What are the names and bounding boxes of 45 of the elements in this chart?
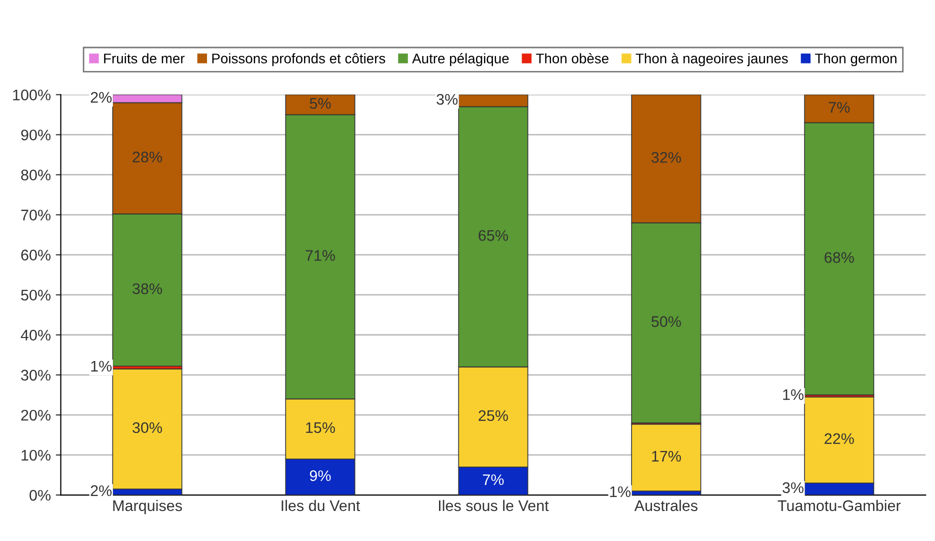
y-tick-label: 10%: [22, 450, 51, 461]
legend-label: Poissons profonds et côtiers: [212, 53, 386, 66]
data-label: 7%: [482, 474, 504, 486]
legend-label: Autre pélagique: [412, 53, 509, 66]
data-label: 28%: [132, 152, 162, 162]
data-label: 2%: [90, 92, 112, 103]
data-label: 65%: [478, 230, 508, 241]
legend-label: Fruits de mer: [104, 53, 185, 64]
y-tick-label: 30%: [21, 370, 51, 381]
y-tick-label: 80%: [21, 170, 51, 180]
legend-label: Thon à nageoires jaunes: [636, 53, 788, 66]
x-tick-label: Iles sous le Vent: [438, 500, 549, 512]
x-tick-label: Australes: [634, 500, 698, 512]
data-label: 50%: [652, 316, 681, 327]
data-label: 30%: [132, 422, 162, 434]
x-tick-label: Tuamotu-Gambier: [778, 500, 901, 512]
legend-label: Thon germon: [815, 53, 896, 66]
data-label: 15%: [306, 422, 335, 434]
data-label: 5%: [310, 98, 331, 109]
y-tick-label: 60%: [21, 250, 51, 260]
legend-label: Thon obèse: [536, 53, 608, 64]
data-label: 3%: [782, 482, 804, 494]
data-label: 1%: [783, 389, 804, 400]
data-label: 3%: [436, 94, 458, 105]
data-label: 25%: [478, 410, 508, 422]
data-label: 38%: [132, 283, 162, 294]
data-label: 2%: [90, 485, 112, 496]
data-label: 32%: [651, 152, 681, 163]
data-label: 9%: [310, 470, 331, 482]
data-label: 1%: [91, 360, 112, 372]
data-label: 22%: [824, 433, 854, 444]
x-tick-label: Iles du Vent: [282, 500, 360, 512]
data-label: 71%: [306, 250, 335, 261]
data-label: 7%: [828, 102, 850, 113]
y-tick-label: 0%: [30, 490, 51, 501]
data-label: 68%: [824, 252, 854, 263]
y-tick-label: 90%: [21, 130, 51, 140]
data-label: 17%: [652, 450, 681, 462]
x-tick-label: Marquises: [113, 500, 182, 514]
y-tick-label: 70%: [21, 210, 51, 220]
data-label: 1%: [610, 486, 631, 498]
y-tick-label: 50%: [21, 290, 51, 301]
y-tick-label: 20%: [21, 410, 51, 421]
y-tick-label: 100%: [13, 90, 51, 100]
y-tick-label: 40%: [20, 330, 51, 341]
